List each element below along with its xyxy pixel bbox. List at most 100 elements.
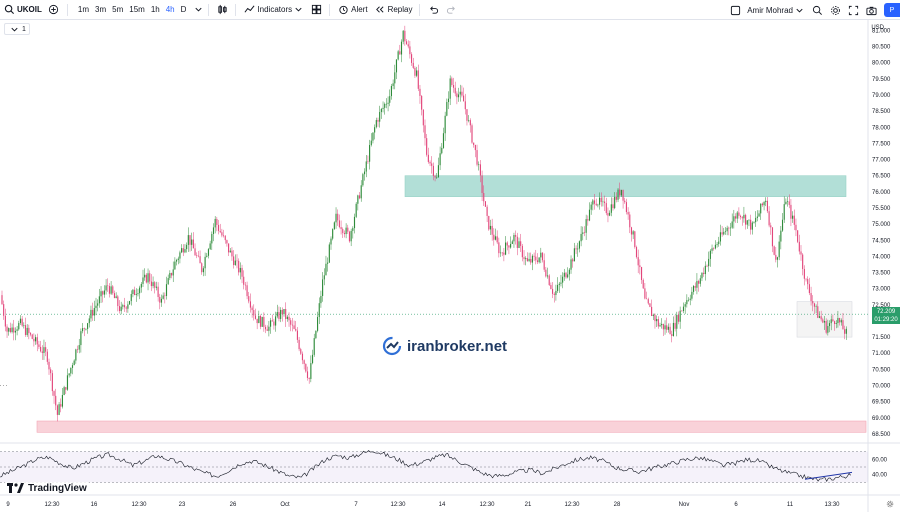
pane-settings-button[interactable] xyxy=(886,500,894,510)
replay-label: Replay xyxy=(387,5,413,14)
candle xyxy=(164,292,166,304)
undo-button[interactable] xyxy=(424,0,442,20)
candle xyxy=(43,339,45,360)
price-chart[interactable]: 81.000 80.500 80.000 79.500 79.000 78.500 78.0… xyxy=(0,20,900,512)
candle xyxy=(160,294,163,307)
price-tick-label: 74.000 xyxy=(872,254,891,260)
candle xyxy=(533,252,535,261)
candle xyxy=(379,105,381,128)
candle xyxy=(409,40,411,59)
candle xyxy=(145,273,147,284)
candle xyxy=(677,311,680,325)
chevron-down-icon xyxy=(8,23,20,35)
candle xyxy=(385,98,387,109)
chart-type-button[interactable] xyxy=(213,0,231,20)
support-zone[interactable] xyxy=(36,420,867,433)
candle xyxy=(828,320,831,333)
candle xyxy=(402,30,404,45)
timeframe-15m[interactable]: 15m xyxy=(129,5,145,14)
currency-label[interactable]: USD xyxy=(871,25,884,31)
timeframe-1h[interactable]: 1h xyxy=(150,5,160,14)
candle xyxy=(103,285,105,298)
timeframe-1m[interactable]: 1m xyxy=(77,5,90,14)
candle xyxy=(29,332,32,337)
last-price-badge: 72.209 01:29:20 xyxy=(872,307,900,324)
candle xyxy=(407,40,409,49)
resistance-zone[interactable] xyxy=(404,175,847,197)
candle xyxy=(696,273,698,295)
candle xyxy=(65,386,67,395)
layout-button[interactable] xyxy=(307,0,325,20)
candle xyxy=(476,144,478,167)
candle xyxy=(283,309,285,317)
candle xyxy=(833,320,836,331)
toolbar-divider xyxy=(235,3,237,16)
candle xyxy=(521,243,523,262)
candle xyxy=(95,297,97,316)
replay-button[interactable]: Replay xyxy=(371,0,416,20)
candle xyxy=(226,239,228,247)
indicators-button[interactable]: Indicators xyxy=(240,0,307,20)
candle xyxy=(469,118,471,133)
rsi-trendline[interactable] xyxy=(804,471,853,480)
candle xyxy=(53,390,55,404)
publish-button[interactable]: P xyxy=(884,3,900,17)
candle xyxy=(692,284,695,295)
candle xyxy=(716,242,718,248)
candle xyxy=(825,318,827,335)
tradingview-logo: TradingView xyxy=(5,482,89,494)
toolbar-divider xyxy=(329,3,331,16)
candle xyxy=(154,281,156,294)
settings-button[interactable] xyxy=(826,0,844,20)
candle xyxy=(555,284,557,301)
user-name: Amir Mohrad xyxy=(747,5,793,15)
timeframe-3m[interactable]: 3m xyxy=(95,5,107,14)
candle xyxy=(394,64,396,90)
fullscreen-button[interactable] xyxy=(844,0,862,20)
candle xyxy=(382,101,384,113)
candle xyxy=(657,316,659,329)
candle xyxy=(624,197,626,204)
compare-button[interactable] xyxy=(45,0,63,20)
tradingview-text: TradingView xyxy=(28,482,87,494)
layout-name-button[interactable]: Amir Mohrad xyxy=(726,0,808,20)
redo-button[interactable] xyxy=(442,0,460,20)
search-icon xyxy=(3,4,15,16)
candle xyxy=(389,89,391,107)
candle xyxy=(758,210,760,217)
candle xyxy=(588,202,591,222)
candle xyxy=(422,109,424,133)
candle xyxy=(664,320,666,335)
candle xyxy=(488,215,490,231)
quick-search-button[interactable] xyxy=(808,0,826,20)
candle xyxy=(222,229,225,238)
timeframe-4h[interactable]: 4h xyxy=(165,5,175,14)
alert-button[interactable]: Alert xyxy=(334,0,370,20)
candle xyxy=(36,333,38,352)
candle xyxy=(40,340,42,353)
candle xyxy=(320,290,322,308)
candle xyxy=(647,297,649,305)
timeframe-5m[interactable]: 5m xyxy=(112,5,124,14)
symbol-search[interactable]: UKOIL xyxy=(0,0,45,20)
candle xyxy=(330,236,332,250)
candle xyxy=(192,232,194,249)
candle xyxy=(102,290,104,303)
snapshot-button[interactable] xyxy=(862,0,880,20)
candle xyxy=(280,307,282,323)
candle xyxy=(508,244,510,255)
candle xyxy=(666,317,668,333)
price-tick-label: 80.500 xyxy=(872,45,891,51)
candle xyxy=(212,223,215,242)
candle xyxy=(243,270,245,290)
pane-legend[interactable]: 1 xyxy=(4,23,30,35)
candle xyxy=(152,276,154,289)
chevron-down-icon[interactable] xyxy=(192,4,204,16)
candle xyxy=(26,324,28,337)
candle xyxy=(206,252,208,258)
candle xyxy=(144,268,146,281)
timeframe-D[interactable]: D xyxy=(180,5,187,14)
candle xyxy=(335,207,337,229)
candle xyxy=(499,245,502,257)
candle xyxy=(651,299,653,317)
